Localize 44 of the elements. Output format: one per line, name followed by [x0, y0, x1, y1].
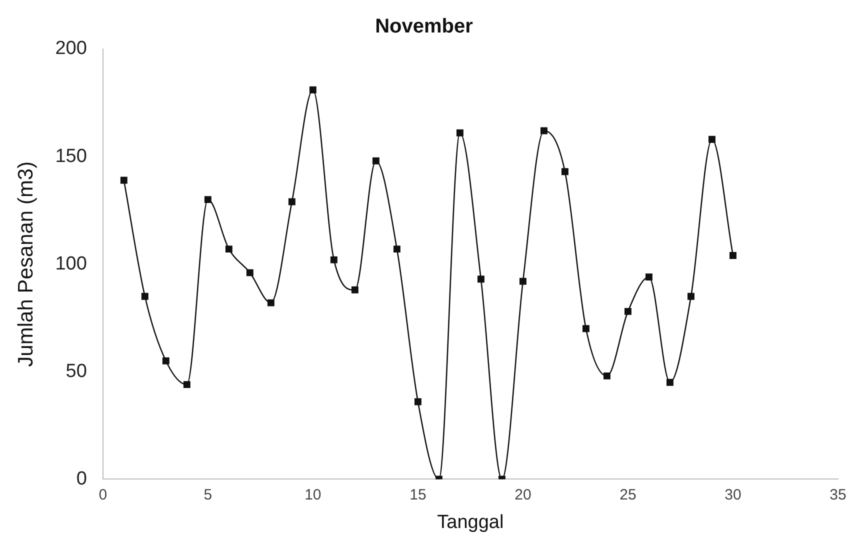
point: [162, 357, 170, 364]
point: [183, 381, 190, 388]
point: [330, 256, 338, 264]
chart-title: November: [375, 16, 474, 38]
point: [708, 136, 716, 143]
point: [414, 398, 422, 406]
x-tick-label: 10: [304, 486, 322, 504]
x-axis-title: Tanggal: [437, 512, 504, 533]
point: [288, 198, 296, 206]
x-tick-label: 5: [204, 486, 212, 504]
y-tick-label: 150: [55, 146, 87, 167]
point: [624, 308, 632, 315]
point: [561, 168, 568, 176]
y-tick-label: 0: [76, 468, 87, 490]
y-axis-title: Jumlah Pesanan (m3): [14, 161, 38, 367]
x-tick-label: 0: [98, 486, 108, 504]
y-tick-label: 200: [55, 38, 87, 60]
point: [519, 278, 526, 285]
point: [688, 292, 694, 300]
point: [246, 269, 254, 276]
point: [582, 325, 590, 332]
point: [141, 292, 148, 300]
point: [351, 286, 358, 294]
point: [204, 196, 212, 204]
point: [477, 276, 484, 283]
point: [540, 127, 548, 134]
y-tick-label: 100: [55, 253, 87, 274]
point: [372, 157, 380, 164]
y-tick-label: 50: [66, 360, 87, 382]
point: [456, 129, 464, 136]
point: [393, 246, 400, 253]
point: [309, 86, 316, 94]
point: [666, 378, 674, 386]
point: [603, 372, 610, 380]
x-tick-label: 15: [410, 486, 426, 504]
point: [225, 246, 232, 253]
x-tick-label: 20: [514, 486, 532, 504]
x-tick-label: 30: [724, 486, 742, 504]
point: [730, 252, 736, 259]
x-tick-label: 25: [620, 486, 636, 504]
point: [120, 176, 128, 184]
x-tick-label: 35: [830, 486, 846, 504]
point: [267, 299, 274, 306]
point: [645, 274, 652, 280]
